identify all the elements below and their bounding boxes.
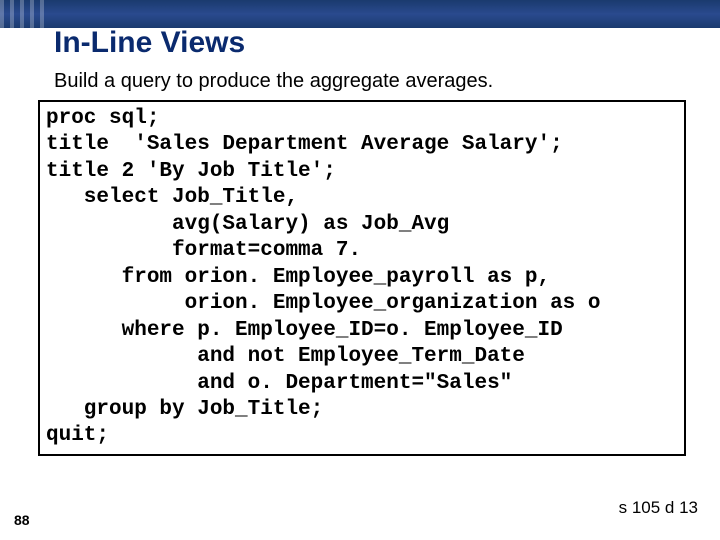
code-block: proc sql; title 'Sales Department Averag… — [38, 100, 686, 456]
slide-subtitle: Build a query to produce the aggregate a… — [54, 70, 493, 93]
slide-number: 88 — [14, 512, 30, 528]
top-banner — [0, 0, 720, 28]
code-text: proc sql; title 'Sales Department Averag… — [46, 106, 678, 450]
slide-title: In-Line Views — [54, 26, 245, 60]
footer-reference: s 105 d 13 — [619, 498, 698, 518]
